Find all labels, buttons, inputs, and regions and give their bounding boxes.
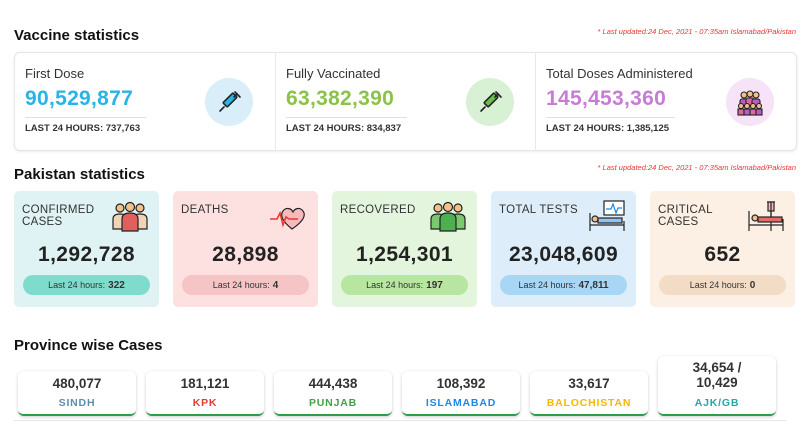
first-dose-stat: First Dose 90,529,877 LAST 24 HOURS: 737… xyxy=(15,53,275,150)
last-24h-value: 1,385,125 xyxy=(626,123,670,134)
last-24h-value: 47,811 xyxy=(578,279,609,291)
pakistan-last-updated: * Last updated:24 Dec, 2021 - 07:35am Is… xyxy=(597,163,796,172)
people-icon xyxy=(112,201,148,232)
heartbeat-icon xyxy=(270,207,305,230)
last-24h-value: 834,837 xyxy=(366,123,402,134)
province-name: AJK/GB xyxy=(694,397,740,409)
recovered-value: 1,254,301 xyxy=(355,243,454,266)
last-24h-label: LAST 24 HOURS: xyxy=(286,123,365,134)
fully-vaccinated-label: Fully Vaccinated xyxy=(286,66,381,81)
last-24h-value: 737,763 xyxy=(105,123,141,134)
total-tests-last-24h: Last 24 hours: 47,811 xyxy=(500,275,627,295)
last-24h-label: LAST 24 HOURS: xyxy=(25,123,104,134)
confirmed-cases-value: 1,292,728 xyxy=(37,243,136,266)
confirmed-cases-label: Confirmed Cases xyxy=(22,204,95,228)
vaccine-last-updated: * Last updated:24 Dec, 2021 - 07:35am Is… xyxy=(597,27,796,36)
last-24h-label: Last 24 hours: xyxy=(48,280,106,290)
province-card-ajk-gb[interactable]: 34,654 / 10,429 AJK/GB xyxy=(658,356,776,416)
hospital-bed-icon xyxy=(589,200,625,231)
last-24h-label: Last 24 hours: xyxy=(212,280,270,290)
last-24h-value: 4 xyxy=(272,279,279,291)
first-dose-label: First Dose xyxy=(25,66,85,81)
deaths-label: Deaths xyxy=(181,204,229,216)
total-doses-last-24h: LAST 24 HOURS: 1,385,125 xyxy=(546,117,676,134)
people-icon xyxy=(430,201,466,232)
province-cases: 480,077 xyxy=(52,376,102,391)
total-doses-value: 145,453,360 xyxy=(546,87,667,110)
province-section-title: Province wise Cases xyxy=(14,337,163,354)
fully-vaccinated-value: 63,382,390 xyxy=(286,87,395,110)
last-24h-label: Last 24 hours: xyxy=(689,280,747,290)
province-name: PUNJAB xyxy=(309,397,357,409)
critical-cases-last-24h: Last 24 hours: 0 xyxy=(659,275,786,295)
province-card-sindh[interactable]: 480,077 SINDH xyxy=(18,371,136,416)
crowd-icon xyxy=(726,78,774,126)
province-card-islamabad[interactable]: 108,392 ISLAMABAD xyxy=(402,371,520,416)
province-cases: 181,121 xyxy=(180,376,230,391)
critical-cases-value: 652 xyxy=(704,243,741,266)
vaccine-panel: First Dose 90,529,877 LAST 24 HOURS: 737… xyxy=(14,52,797,151)
total-doses-stat: Total Doses Administered 145,453,360 LAS… xyxy=(535,53,796,150)
recovered-last-24h: Last 24 hours: 197 xyxy=(341,275,468,295)
last-24h-value: 197 xyxy=(426,279,443,291)
last-24h-label: LAST 24 HOURS: xyxy=(546,123,625,134)
pakistan-section-title: Pakistan statistics xyxy=(14,166,145,183)
recovered-label: Recovered xyxy=(340,204,416,216)
province-cases: 33,617 xyxy=(568,376,610,391)
province-name: BALOCHISTAN xyxy=(546,397,632,409)
province-card-punjab[interactable]: 444,438 PUNJAB xyxy=(274,371,392,416)
province-name: SINDH xyxy=(58,397,96,409)
last-24h-label: Last 24 hours: xyxy=(366,280,424,290)
recovered-card: Recovered 1,254,301 Last 24 hours: 197 xyxy=(332,191,477,307)
fully-vaccinated-last-24h: LAST 24 HOURS: 834,837 xyxy=(286,117,408,134)
last-24h-value: 322 xyxy=(108,279,125,291)
first-dose-last-24h: LAST 24 HOURS: 737,763 xyxy=(25,117,147,134)
province-cases: 444,438 xyxy=(308,376,358,391)
confirmed-cases-last-24h: Last 24 hours: 322 xyxy=(23,275,150,295)
iv-bed-icon xyxy=(748,201,784,231)
province-name: ISLAMABAD xyxy=(425,397,497,409)
confirmed-cases-card: Confirmed Cases 1,292,728 Last 24 hours:… xyxy=(14,191,159,307)
critical-cases-card: Critical Cases 652 Last 24 hours: 0 xyxy=(650,191,795,307)
deaths-last-24h: Last 24 hours: 4 xyxy=(182,275,309,295)
critical-cases-label: Critical Cases xyxy=(658,204,713,228)
syringe-icon xyxy=(466,78,514,126)
total-tests-label: Total Tests xyxy=(499,204,578,216)
deaths-value: 28,898 xyxy=(212,243,279,266)
province-card-balochistan[interactable]: 33,617 BALOCHISTAN xyxy=(530,371,648,416)
fully-vaccinated-stat: Fully Vaccinated 63,382,390 LAST 24 HOUR… xyxy=(275,53,536,150)
province-cases: 108,392 xyxy=(436,376,486,391)
total-tests-value: 23,048,609 xyxy=(508,243,619,266)
total-doses-label: Total Doses Administered xyxy=(546,66,693,81)
province-cases: 34,654 / 10,429 xyxy=(692,360,742,390)
divider xyxy=(14,420,786,421)
last-24h-label: Last 24 hours: xyxy=(518,280,576,290)
deaths-card: Deaths 28,898 Last 24 hours: 4 xyxy=(173,191,318,307)
province-card-kpk[interactable]: 181,121 KPK xyxy=(146,371,264,416)
province-name: KPK xyxy=(192,397,218,409)
last-24h-value: 0 xyxy=(749,279,756,291)
vaccine-section-title: Vaccine statistics xyxy=(14,27,140,44)
total-tests-card: Total Tests 23,048,609 Last 24 hours: 47… xyxy=(491,191,636,307)
syringe-icon xyxy=(205,78,253,126)
first-dose-value: 90,529,877 xyxy=(25,87,134,110)
